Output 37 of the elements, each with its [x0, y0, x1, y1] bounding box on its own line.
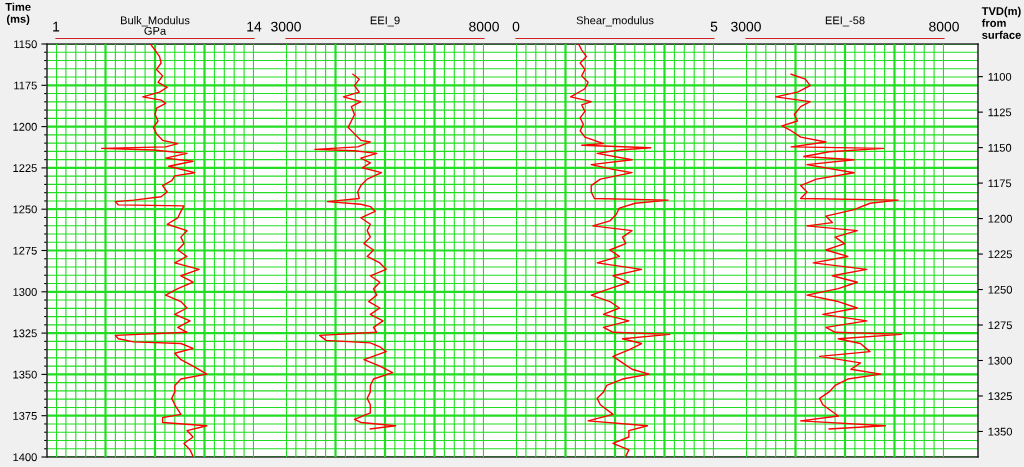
y-tick-label: 1400	[13, 453, 37, 462]
y-axis-title: Time (ms)	[5, 2, 31, 26]
y2-tick-label: 1275	[988, 321, 1012, 330]
y2-tick-label: 1100	[988, 72, 1012, 81]
y-tick-label: 1225	[13, 164, 37, 173]
chart-title: Shear_modulus	[576, 16, 654, 27]
chart-title: Bulk_Modulus	[121, 16, 190, 27]
y2-tick-label: 1200	[988, 214, 1013, 223]
x-tick-label: 5	[710, 21, 718, 32]
y-tick-label: 1350	[13, 370, 37, 379]
y2-tick-label: 1225	[988, 250, 1012, 259]
x-tick-label: 3000	[731, 21, 761, 32]
y2-tick-label: 1175	[988, 179, 1012, 188]
chart-title: EEI_-58	[825, 16, 865, 27]
y2-tick-label: 1250	[988, 285, 1013, 294]
y-tick-label: 1150	[14, 40, 37, 49]
y-tick-label: 1250	[13, 205, 37, 214]
y2-tick-label: 1150	[988, 143, 1012, 152]
y-tick-label: 1200	[13, 122, 37, 131]
chart-title: EEI_9	[370, 16, 400, 27]
y-tick-label: 1275	[13, 246, 37, 255]
x-tick-label: 8000	[469, 21, 499, 32]
y-tick-label: 1325	[13, 329, 37, 338]
y-tick-label: 1300	[13, 288, 37, 296]
y2-tick-label: 1300	[988, 356, 1013, 365]
x-tick-label: 8000	[929, 21, 959, 32]
y2-tick-label: 1125	[988, 108, 1012, 117]
x-tick-label: 14	[247, 21, 262, 32]
y2-axis-title: TVD(m) from surface	[981, 6, 1021, 39]
x-axis-title: GPa	[144, 26, 167, 35]
y-tick-label: 1375	[13, 411, 37, 420]
y-tick-label: 1175	[14, 81, 37, 90]
y2-tick-label: 1325	[988, 392, 1012, 401]
y2-tick-label: 1350	[988, 427, 1013, 436]
x-tick-label: 1	[53, 21, 60, 32]
x-tick-label: 3000	[271, 21, 301, 32]
x-tick-label: 0	[512, 21, 520, 32]
